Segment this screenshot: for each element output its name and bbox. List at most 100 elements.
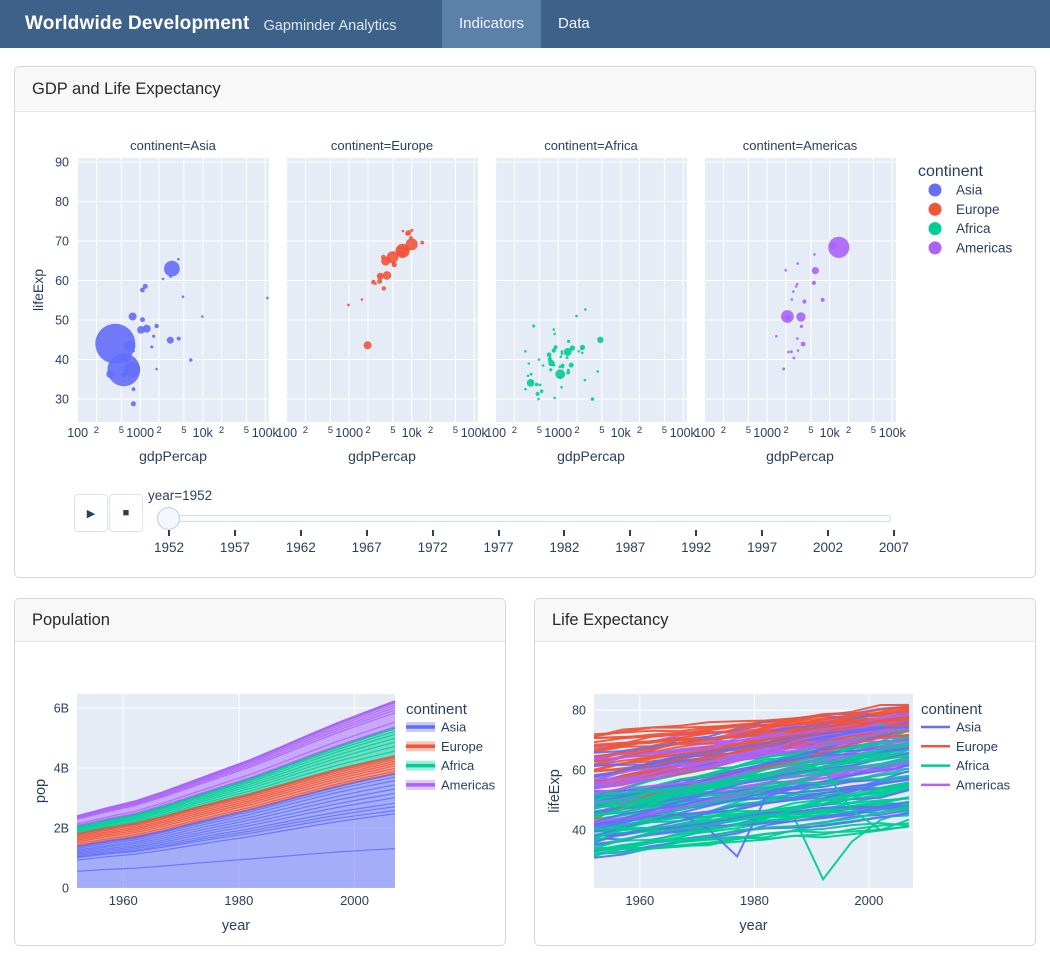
- bubble-series: [95, 257, 269, 407]
- stop-button[interactable]: ■: [109, 494, 143, 532]
- bubble-series: [775, 236, 850, 371]
- svg-text:1960: 1960: [625, 893, 654, 908]
- svg-text:2: 2: [219, 425, 224, 436]
- svg-text:Americas: Americas: [956, 777, 1011, 792]
- bubble-series: [347, 228, 425, 350]
- svg-text:0: 0: [62, 882, 69, 896]
- svg-text:60: 60: [55, 274, 69, 288]
- svg-text:5: 5: [808, 425, 813, 436]
- svg-text:Europe: Europe: [956, 202, 1000, 217]
- svg-text:90: 90: [55, 155, 69, 169]
- svg-text:2B: 2B: [54, 822, 69, 836]
- slider-track[interactable]: [159, 515, 891, 522]
- svg-text:1980: 1980: [224, 893, 253, 908]
- svg-text:10k: 10k: [820, 426, 841, 440]
- slider-tick: [695, 530, 698, 536]
- slider-handle[interactable]: [157, 507, 180, 530]
- x-axis-title: gdpPercap: [557, 448, 625, 464]
- legend-item-europe[interactable]: Europe: [406, 739, 483, 754]
- app-title: Worldwide Development: [25, 13, 250, 34]
- svg-text:5: 5: [390, 425, 395, 436]
- slider-tick-label: 1992: [681, 540, 712, 555]
- topbar: Worldwide Development Gapminder Analytic…: [0, 0, 1050, 48]
- legend-item-africa[interactable]: Africa: [921, 758, 990, 773]
- y-axis-title: lifeExp: [30, 269, 46, 311]
- slider-tick-label: 1952: [153, 540, 185, 555]
- nav-tabs: Indicators Data: [442, 0, 607, 48]
- slider-tick: [168, 530, 170, 536]
- pop-chart-canvas[interactable]: 0 2B 4B 6B 1960 1980 2000 year pop continent Asia E…: [15, 642, 505, 946]
- slider-tick-label: 1997: [747, 540, 778, 555]
- x-axis-title: gdpPercap: [766, 448, 834, 464]
- legend-title: continent: [921, 701, 983, 718]
- legend-item-europe[interactable]: Europe: [921, 739, 998, 754]
- svg-text:2: 2: [721, 425, 726, 436]
- life-chart-canvas[interactable]: 40 60 80 1960 1980 2000 year lifeExp continent As…: [535, 642, 1035, 946]
- svg-text:Americas: Americas: [441, 777, 496, 792]
- svg-text:100k: 100k: [670, 426, 698, 440]
- svg-text:6B: 6B: [54, 702, 69, 716]
- svg-text:10k: 10k: [193, 426, 214, 440]
- svg-text:2: 2: [94, 425, 99, 436]
- svg-text:5: 5: [328, 425, 333, 436]
- facet-title: continent=Africa: [544, 138, 638, 153]
- svg-text:5: 5: [599, 425, 604, 436]
- slider-tick-label: 1957: [219, 540, 250, 555]
- card-title: GDP and Life Expectancy: [32, 79, 221, 98]
- pop-chart-body: 0 2B 4B 6B 1960 1980 2000 year pop continent Asia E…: [15, 642, 505, 946]
- svg-text:100k: 100k: [879, 426, 907, 440]
- svg-text:70: 70: [55, 234, 69, 248]
- legend-item-africa[interactable]: Africa: [406, 758, 475, 773]
- svg-text:2: 2: [783, 425, 788, 436]
- legend-title: continent: [406, 701, 468, 718]
- svg-text:1980: 1980: [740, 893, 769, 908]
- svg-text:2: 2: [637, 425, 642, 436]
- play-button[interactable]: ▶: [74, 494, 108, 532]
- legend-item-americas[interactable]: Americas: [406, 777, 496, 792]
- line-series: [594, 703, 910, 882]
- card-header: Population: [15, 599, 505, 642]
- gdp-chart-canvas[interactable]: continent=Asia 100 1000 10k 100k 2 5 2 5 2 5 gdpPer…: [15, 112, 1035, 484]
- slider-tick-label: 2007: [878, 540, 909, 555]
- x-axis-title: gdpPercap: [139, 448, 207, 464]
- svg-text:4B: 4B: [54, 762, 69, 776]
- slider-tick-label: 1987: [615, 540, 646, 555]
- slider-tick: [365, 530, 368, 536]
- svg-text:1960: 1960: [109, 893, 138, 908]
- slider-tick: [299, 530, 302, 536]
- svg-text:60: 60: [572, 764, 586, 778]
- x-axis-title: gdpPercap: [348, 448, 416, 464]
- svg-text:40: 40: [572, 824, 586, 838]
- svg-text:2: 2: [365, 425, 370, 436]
- card-title: Life Expectancy: [552, 610, 669, 629]
- legend-item-asia[interactable]: Asia: [928, 183, 983, 198]
- legend-item-asia[interactable]: Asia: [921, 720, 982, 735]
- y-axis-title: pop: [33, 779, 49, 803]
- legend-item-asia[interactable]: Asia: [406, 720, 467, 735]
- slider-tick: [892, 530, 895, 536]
- slider-tick: [233, 530, 236, 536]
- facet-africa: continent=Africa 100 1000 10k 100k 2 5 2 5 2 5 gdpP…: [485, 138, 697, 464]
- tab-data[interactable]: Data: [558, 15, 590, 32]
- legend-item-americas[interactable]: Americas: [928, 240, 1013, 255]
- card-header: GDP and Life Expectancy: [15, 67, 1035, 112]
- slider-tick: [761, 530, 764, 536]
- svg-text:30: 30: [55, 393, 69, 407]
- legend-item-europe[interactable]: Europe: [928, 202, 1000, 217]
- gdp-chart-body: continent=Asia 100 1000 10k 100k 2 5 2 5 2 5 gdpPer…: [15, 112, 1035, 555]
- tab-indicators[interactable]: Indicators: [442, 0, 542, 48]
- card-population: Population 0 2B 4B 6B 1960 1980 2000 year pop con…: [14, 598, 506, 946]
- svg-text:Europe: Europe: [956, 739, 998, 754]
- svg-text:2: 2: [428, 425, 433, 436]
- svg-text:100: 100: [276, 426, 297, 440]
- svg-text:5: 5: [181, 425, 186, 436]
- svg-text:1000: 1000: [335, 426, 363, 440]
- card-title: Population: [32, 610, 110, 629]
- legend-item-americas[interactable]: Americas: [921, 777, 1011, 792]
- svg-text:5: 5: [746, 425, 751, 436]
- facet-title: continent=Asia: [130, 138, 216, 153]
- svg-text:2: 2: [574, 425, 579, 436]
- svg-text:2000: 2000: [340, 893, 369, 908]
- facet-americas: continent=Americas 100 1000 10k 100k 2 5 2 5 2 5 gd…: [694, 138, 906, 464]
- legend-item-africa[interactable]: Africa: [928, 221, 992, 236]
